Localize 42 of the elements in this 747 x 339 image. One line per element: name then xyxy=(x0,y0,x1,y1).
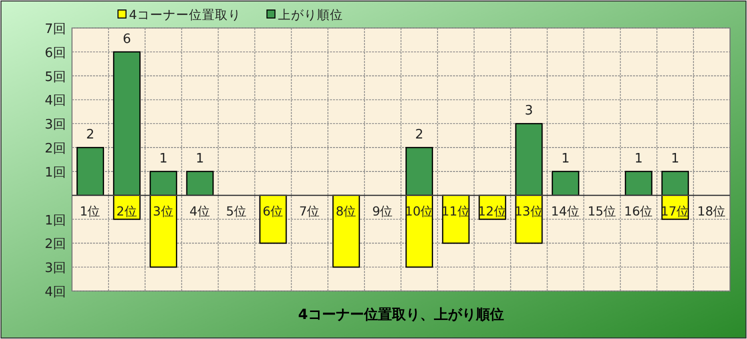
y-tick-label: 3回 xyxy=(44,118,66,133)
x-tick-label: 15位 xyxy=(588,203,617,218)
y-tick-label: 4回 xyxy=(44,285,66,300)
x-tick-label: 18位 xyxy=(697,203,726,218)
y-tick-label: 2回 xyxy=(44,142,66,157)
x-tick-label: 8位 xyxy=(336,203,357,218)
legend-label: 上がり順位 xyxy=(278,7,343,22)
y-tick-label: 3回 xyxy=(44,261,66,276)
y-tick-label: 1回 xyxy=(44,213,66,228)
data-label: 1 xyxy=(159,151,168,166)
x-tick-label: 14位 xyxy=(551,203,580,218)
bar xyxy=(76,146,104,196)
x-tick-label: 3位 xyxy=(152,203,174,218)
data-label: 6 xyxy=(122,32,131,47)
x-tick-label: 16位 xyxy=(624,203,654,218)
x-tick-label: 6位 xyxy=(262,203,284,218)
y-tick-label: 7回 xyxy=(44,22,66,37)
data-label: 1 xyxy=(561,151,570,166)
bar xyxy=(624,170,652,196)
x-tick-label: 9位 xyxy=(372,203,394,218)
data-label: 3 xyxy=(524,104,534,119)
data-label: 2 xyxy=(415,128,424,143)
bar xyxy=(332,194,360,268)
y-tick-label: 5回 xyxy=(44,70,66,85)
x-tick-label: 7位 xyxy=(299,203,320,218)
text: 4コーナー位置取り、上がり順位 xyxy=(298,307,504,323)
legend-label: 4コーナー位置取り xyxy=(129,7,241,22)
data-label: 2 xyxy=(86,128,94,143)
data-label: 1 xyxy=(196,151,204,166)
x-tick-label: 4位 xyxy=(189,203,210,218)
y-tick-label: 4回 xyxy=(44,94,66,109)
x-tick-label: 5位 xyxy=(226,203,247,218)
y-tick-label: 2回 xyxy=(44,237,66,252)
x-tick-label: 1位 xyxy=(80,203,101,218)
data-label: 1 xyxy=(671,151,680,166)
bar xyxy=(259,194,287,244)
data-label: 1 xyxy=(634,151,643,166)
x-tick-label: 2位 xyxy=(116,203,138,218)
y-tick-label: 1回 xyxy=(44,165,66,180)
bar xyxy=(186,170,214,196)
y-tick-label: 6回 xyxy=(44,46,66,61)
bar xyxy=(552,170,580,196)
